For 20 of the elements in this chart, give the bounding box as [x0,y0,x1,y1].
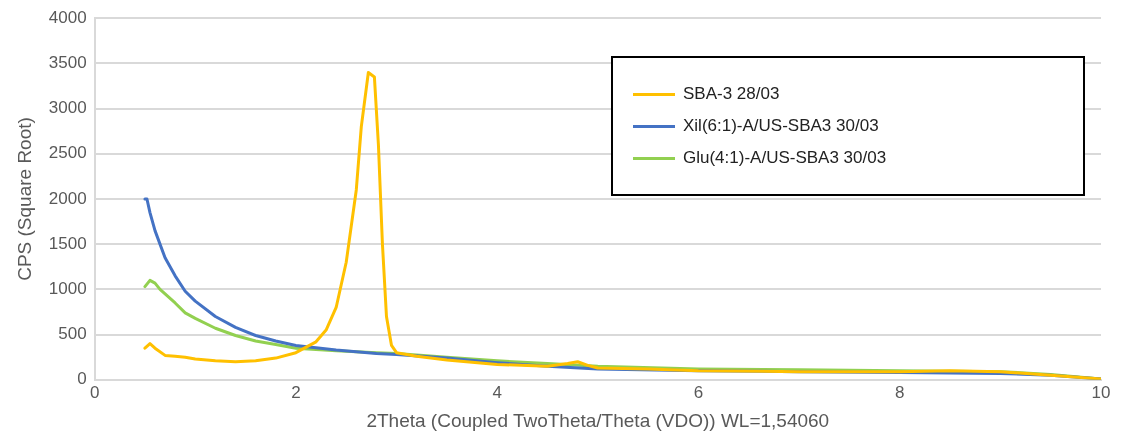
y-tick-label: 3000 [48,98,87,118]
y-tick-label: 1000 [48,279,87,299]
y-tick-label: 2500 [48,143,87,163]
x-tick-label: 4 [492,382,502,402]
y-tick-label: 0 [77,369,87,389]
y-tick-label: 1500 [48,233,87,253]
x-tick-label: 6 [693,382,704,402]
x-axis-title: 2Theta (Coupled TwoTheta/Theta (VDO)) WL=1,54060 [366,409,830,431]
x-tick-label: 2 [291,382,301,402]
legend-label: Glu(4:1)-A/US-SBA3 30/03 [683,148,887,169]
y-tick-label: 2000 [48,188,87,208]
y-tick-label: 3500 [48,53,87,73]
legend-label: Xil(6:1)-A/US-SBA3 30/03 [683,116,879,137]
y-tick-label: 4000 [48,7,87,27]
y-tick-label: 500 [58,324,87,344]
y-axis-title: CPS (Square Root) [13,117,35,281]
legend-label: SBA-3 28/03 [683,84,780,105]
x-tick-label: 0 [89,382,100,402]
x-tick-label: 10 [1091,382,1111,402]
x-tick-label: 8 [894,382,905,402]
